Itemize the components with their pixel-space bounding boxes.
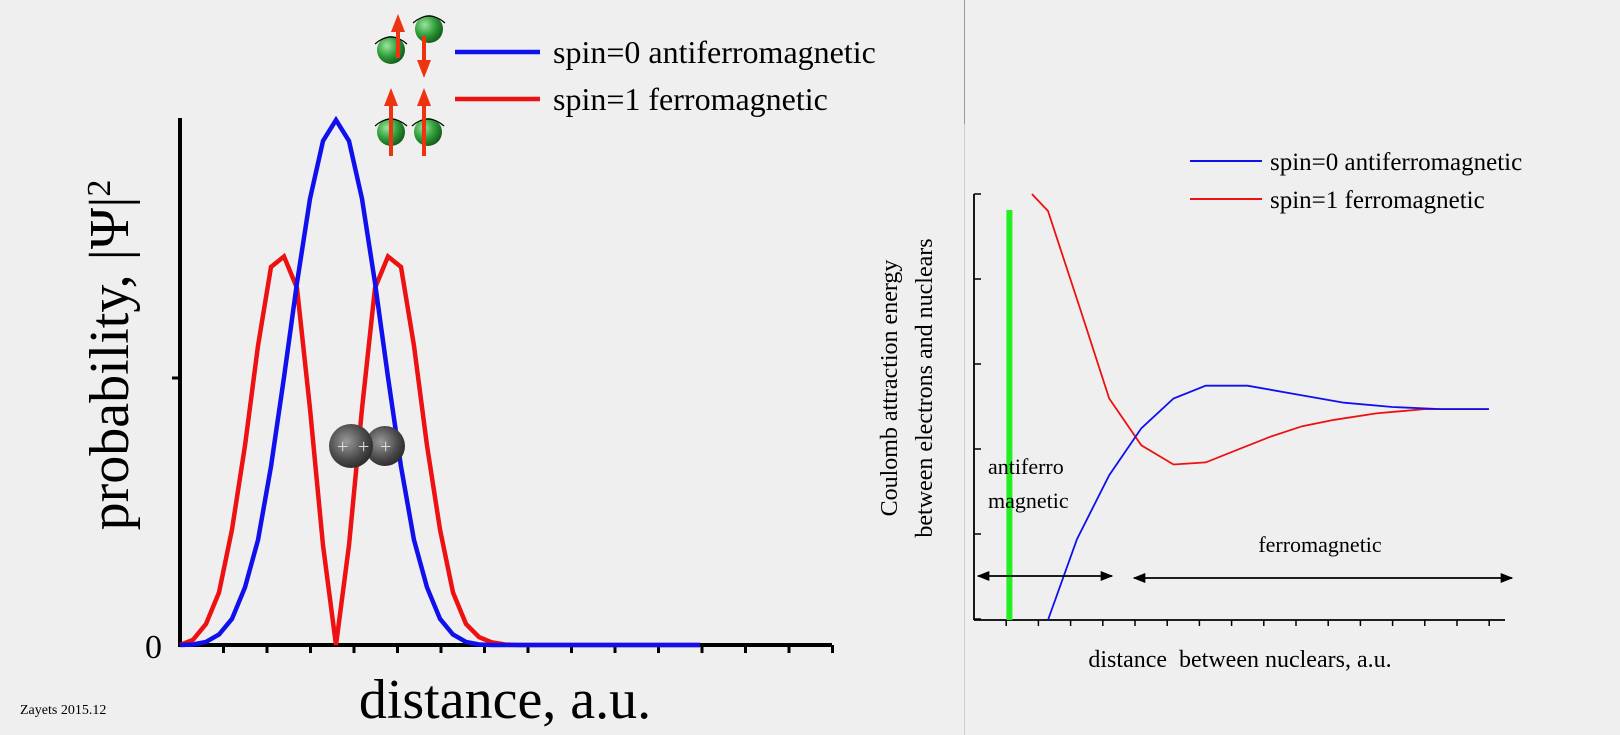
right-x-axis-title: distance between nuclears, a.u. xyxy=(1088,647,1391,673)
spin-up-up-electron-icon xyxy=(374,88,445,156)
right-legend-label-antiferromagnetic: spin=0 antiferromagnetic xyxy=(1270,149,1522,176)
svg-text:+: + xyxy=(358,436,369,458)
right-y-axis-title-line1: Coulomb attraction energy xyxy=(877,260,903,517)
left-y-axis-title: probability, |Ψ|2 xyxy=(79,180,141,531)
right-x-ticks xyxy=(1005,620,1490,626)
right-y-ticks xyxy=(974,193,981,620)
spin-up-down-electron-icon xyxy=(374,14,446,78)
right-y-axis-title-line2: between electrons and nuclears xyxy=(912,238,938,537)
left-legend: spin=0 antiferromagnetic spin=1 ferromag… xyxy=(455,34,876,117)
antiferro-label-line1: antiferro xyxy=(988,454,1064,479)
panel-divider-top xyxy=(964,0,965,124)
left-y-axis-title-text: probability, |Ψ| xyxy=(79,197,141,531)
svg-text:+: + xyxy=(337,436,348,458)
svg-text:+: + xyxy=(380,436,391,458)
left-y-zero-label: 0 xyxy=(145,629,162,666)
coulomb-energy-chart: antiferro magnetic ferromagnetic distanc… xyxy=(877,149,1522,673)
right-legend: spin=0 antiferromagnetic spin=1 ferromag… xyxy=(1190,149,1522,214)
right-series-line-antiferromagnetic xyxy=(1047,384,1489,621)
left-x-axis-title: distance, a.u. xyxy=(359,669,651,731)
left-y-axis-title-superscript: 2 xyxy=(81,180,118,197)
two-nuclei-icon: + + + xyxy=(329,424,405,468)
panel-divider-bottom xyxy=(964,124,965,735)
series-line-ferromagnetic xyxy=(179,252,700,648)
right-series-line-ferromagnetic xyxy=(1031,193,1489,466)
ferromagnetic-label: ferromagnetic xyxy=(1258,532,1382,557)
credit-text: Zayets 2015.12 xyxy=(20,703,106,718)
left-legend-label-antiferromagnetic: spin=0 antiferromagnetic xyxy=(553,34,876,70)
probability-chart: 0 probability, |Ψ|2 distance, a.u. spin=… xyxy=(79,14,876,731)
right-legend-label-ferromagnetic: spin=1 ferromagnetic xyxy=(1270,187,1485,214)
left-panel xyxy=(0,0,966,735)
antiferro-label-line2: magnetic xyxy=(988,488,1069,513)
left-legend-label-ferromagnetic: spin=1 ferromagnetic xyxy=(553,81,828,117)
series-line-antiferromagnetic xyxy=(179,115,700,648)
